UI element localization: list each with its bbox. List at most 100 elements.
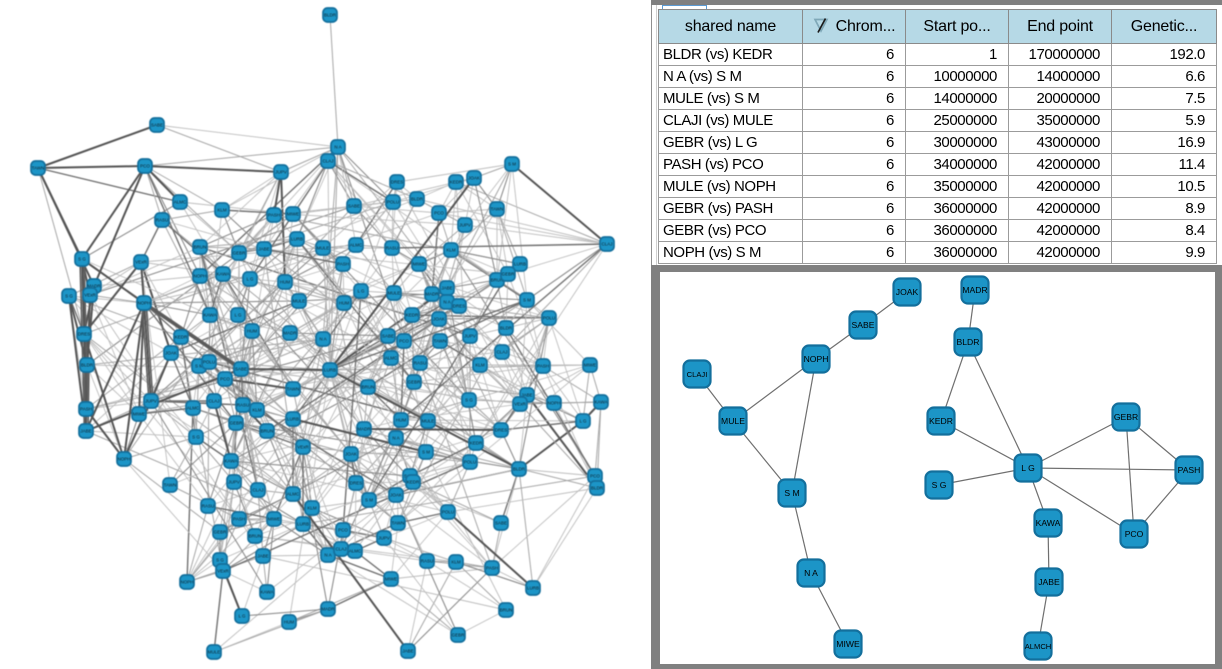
svg-text:LURB: LURB [291,237,303,242]
svg-text:CLAJ: CLAJ [208,399,219,404]
svg-text:L G: L G [357,289,365,294]
svg-text:BRUN: BRUN [362,385,375,390]
svg-text:ALMCH: ALMCH [1025,642,1052,651]
svg-text:JOAK: JOAK [468,176,480,181]
svg-text:SABE: SABE [235,367,247,372]
svg-text:LURB: LURB [297,522,309,527]
svg-text:N A: N A [804,568,818,578]
svg-text:S M: S M [508,162,516,167]
svg-text:HUM: HUM [339,301,349,306]
svg-text:PCO: PCO [338,528,348,533]
svg-text:GEBR: GEBR [408,380,422,385]
svg-text:CLAJ: CLAJ [322,159,333,164]
svg-text:L G: L G [246,277,254,282]
svg-text:MADR: MADR [357,427,371,432]
svg-text:KAWA: KAWA [204,313,217,318]
svg-text:CLAJ: CLAJ [335,547,346,552]
svg-text:LURB: LURB [514,262,526,267]
svg-text:KEDR: KEDR [450,180,463,185]
svg-text:BLDR: BLDR [957,337,980,347]
svg-text:SABE: SABE [382,334,394,339]
svg-text:KEDR: KEDR [175,335,188,340]
svg-text:ALMC: ALMC [350,243,363,248]
svg-text:GEBR: GEBR [233,251,247,256]
svg-text:MADR: MADR [283,331,297,336]
svg-text:JABE: JABE [80,429,91,434]
svg-text:MULE: MULE [208,650,221,655]
svg-text:MULE: MULE [422,419,435,424]
svg-text:JUPV: JUPV [145,399,157,404]
svg-text:MADR: MADR [962,285,987,295]
svg-text:NOPH: NOPH [137,301,150,306]
svg-text:BRUN: BRUN [500,608,513,613]
svg-text:CLAJ: CLAJ [601,242,612,247]
svg-text:L G: L G [579,419,587,424]
svg-text:PASH: PASH [337,262,349,267]
svg-text:MULE: MULE [317,246,330,251]
svg-text:TAWN: TAWN [164,483,177,488]
svg-text:GEBR: GEBR [452,633,466,638]
svg-text:BLDR: BLDR [411,197,424,202]
svg-text:NOPH: NOPH [804,354,829,364]
svg-text:NOPH: NOPH [193,274,206,279]
svg-text:JUPV: JUPV [459,223,471,228]
svg-text:S M: S M [523,298,531,303]
svg-text:GEBR: GEBR [230,421,244,426]
svg-text:PASH: PASH [233,517,245,522]
svg-text:HUM: HUM [280,280,290,285]
svg-text:ALMC: ALMC [287,492,300,497]
svg-text:PCO: PCO [1125,529,1144,539]
svg-text:PCO: PCO [399,339,409,344]
svg-text:RASU: RASU [237,403,250,408]
svg-text:JUPV: JUPV [464,334,476,339]
svg-text:RASU: RASU [386,246,399,251]
svg-text:L G: L G [238,614,246,619]
svg-text:POLU: POLU [464,460,476,465]
svg-text:GEBR: GEBR [1114,412,1138,422]
svg-text:TAWN: TAWN [491,207,504,212]
svg-text:BLDR: BLDR [591,486,604,491]
svg-text:KLM: KLM [446,248,456,253]
svg-text:POLU: POLU [203,360,215,365]
svg-text:JOAK: JOAK [390,493,402,498]
svg-text:MULE: MULE [721,416,745,426]
svg-text:CLAJ: CLAJ [496,350,507,355]
svg-text:VExR: VExR [217,569,229,574]
svg-text:BRUN: BRUN [261,429,274,434]
svg-text:NOPH: NOPH [547,401,560,406]
svg-text:PCO: PCO [140,164,150,169]
svg-text:JOAK: JOAK [896,287,919,297]
svg-text:PASH: PASH [1178,465,1201,475]
svg-text:PASH: PASH [268,213,280,218]
svg-text:S G: S G [216,558,224,563]
svg-text:S M: S M [784,488,799,498]
svg-text:L G: L G [234,313,242,318]
svg-text:ALMC: ALMC [349,549,362,554]
svg-text:TAWN: TAWN [392,521,405,526]
svg-text:MIWE: MIWE [133,412,145,417]
svg-text:TAWN: TAWN [32,166,45,171]
svg-text:GEBR: GEBR [214,530,228,535]
svg-text:JABE: JABE [402,649,413,654]
svg-text:JOAK: JOAK [345,452,357,457]
svg-text:S G: S G [78,257,86,262]
svg-text:VExR: VExR [297,445,309,450]
svg-text:DRES: DRES [350,481,363,486]
svg-text:S G: S G [65,294,73,299]
svg-text:TAWN: TAWN [287,387,300,392]
svg-text:N A: N A [334,145,341,150]
svg-text:SABE: SABE [348,204,360,209]
svg-text:NOPH: NOPH [117,457,130,462]
svg-text:S M: S M [195,364,203,369]
svg-text:RASU: RASU [156,218,169,223]
svg-text:POLU: POLU [387,200,399,205]
svg-text:POLU: POLU [543,316,555,321]
svg-text:MULE: MULE [388,291,401,296]
svg-text:HUM: HUM [247,329,257,334]
svg-text:MIWE: MIWE [385,577,397,582]
svg-text:JUPV: JUPV [275,170,287,175]
svg-text:JABE: JABE [257,554,268,559]
svg-text:N A: N A [319,337,326,342]
svg-text:BRUN: BRUN [249,534,262,539]
svg-text:JOAK: JOAK [433,317,445,322]
